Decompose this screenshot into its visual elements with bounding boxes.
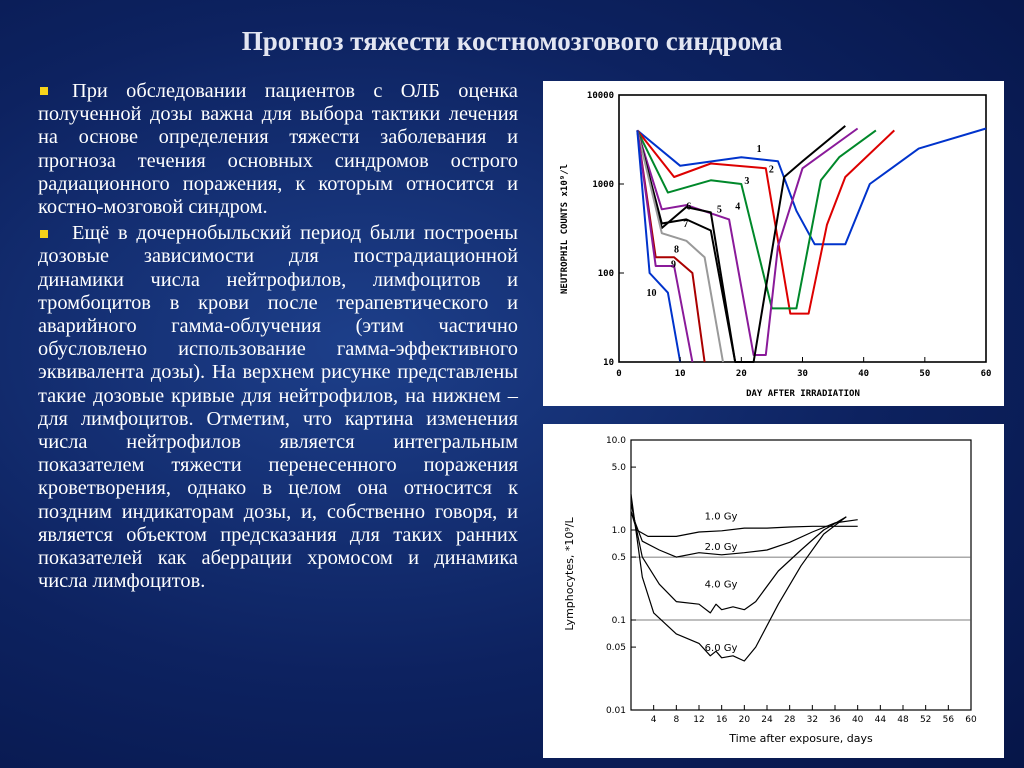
series-line-6 — [636, 130, 737, 363]
x-tick-label: 8 — [673, 715, 679, 725]
series-line-2 — [630, 511, 858, 558]
series-line-9 — [636, 130, 694, 363]
bullet-1-text: При обследовании пациентов с ОЛБ оценка … — [38, 80, 518, 219]
series-line-7 — [636, 130, 724, 363]
y-tick-label: 0.05 — [606, 643, 626, 653]
y-tick-label: 0.1 — [612, 616, 626, 626]
x-tick-label: 28 — [784, 715, 796, 725]
series-label-10: 10 — [647, 288, 657, 299]
series-label-4: 6.0 Gy — [705, 643, 738, 654]
x-tick-label: 60 — [981, 369, 992, 379]
x-tick-label: 48 — [897, 715, 909, 725]
y-tick-label: 0.01 — [606, 706, 626, 716]
y-axis-label: Lymphocytes, *10⁹/L — [563, 517, 576, 631]
x-tick-label: 30 — [797, 369, 808, 379]
series-label-5: 5 — [717, 204, 722, 215]
slide-title: Прогноз тяжести костномозгового синдрома — [241, 26, 783, 56]
slide-body: При обследовании пациентов с ОЛБ оценка … — [38, 80, 518, 596]
neutrophil-chart-panel: 1 2 3 4 5 6 7 8 9 10 0 10 20 30 40 50 60 10 100 1000 10000… — [543, 81, 1004, 406]
series-label-2: 2 — [769, 164, 774, 175]
y-tick-label: 100 — [598, 269, 614, 279]
x-tick-label: 0 — [616, 369, 621, 379]
series-label-6: 6 — [686, 201, 691, 212]
plot-frame — [630, 439, 972, 711]
bullet-2: Ещё в дочернобыльский период были постро… — [38, 222, 518, 593]
y-axis-label: NEUTROPHIL COUNTS x10⁹/l — [560, 164, 570, 294]
series-line-10 — [636, 130, 682, 363]
lymphocyte-chart-panel: 1.0 Gy 2.0 Gy 4.0 Gy 6.0 Gy 4 8 12 16 20 24 28 32 3… — [543, 424, 1004, 758]
series-label-1: 1 — [757, 144, 762, 155]
x-tick-label: 20 — [739, 715, 751, 725]
x-tick-label: 20 — [736, 369, 747, 379]
x-axis-label: Time after exposure, days — [728, 732, 873, 745]
y-tick-label: 0.5 — [612, 553, 626, 563]
x-tick-label: 44 — [875, 715, 887, 725]
x-tick-label: 60 — [965, 715, 977, 725]
x-tick-label: 56 — [943, 715, 955, 725]
x-tick-label: 50 — [919, 369, 930, 379]
series-label-3: 3 — [744, 176, 749, 187]
x-tick-label: 4 — [651, 715, 657, 725]
y-tick-label: 10 — [603, 358, 614, 368]
bullet-square-icon — [40, 229, 48, 238]
x-tick-label: 40 — [852, 715, 864, 725]
series-label-1: 1.0 Gy — [705, 512, 738, 523]
y-tick-label: 1000 — [592, 180, 614, 190]
x-tick-label: 32 — [807, 715, 818, 725]
lymphocyte-chart: 1.0 Gy2.0 Gy4.0 Gy6.0 Gy 4 8 12 16 20 24 28 32 3… — [563, 436, 977, 745]
series-line-3 — [630, 502, 847, 614]
series-line-1 — [636, 127, 987, 246]
x-tick-label: 52 — [920, 715, 931, 725]
x-tick-label: 36 — [829, 715, 841, 725]
series-label-3: 4.0 Gy — [705, 579, 738, 590]
y-tick-label: 10.0 — [606, 436, 626, 446]
x-tick-label: 16 — [716, 715, 728, 725]
y-tick-label: 10000 — [587, 91, 614, 101]
series-line-5 — [636, 125, 846, 363]
y-tick-label: 5.0 — [612, 463, 627, 473]
x-tick-label: 40 — [858, 369, 869, 379]
x-tick-label: 10 — [675, 369, 686, 379]
series-label-9: 9 — [671, 260, 676, 271]
series-line-1 — [630, 511, 858, 538]
series-line-4 — [630, 494, 847, 662]
series-label-8: 8 — [674, 244, 679, 255]
x-axis-label: DAY AFTER IRRADIATION — [746, 389, 860, 399]
series-label-7: 7 — [683, 219, 688, 230]
series-label-2: 2.0 Gy — [705, 542, 738, 553]
x-tick-label: 24 — [761, 715, 773, 725]
bullet-1: При обследовании пациентов с ОЛБ оценка … — [38, 80, 518, 219]
bullet-square-icon — [40, 87, 48, 96]
x-tick-label: 12 — [693, 715, 704, 725]
bullet-2-text: Ещё в дочернобыльский период были постро… — [38, 222, 518, 593]
series-line-4 — [636, 127, 859, 356]
y-tick-label: 1.0 — [612, 526, 627, 536]
series-line-2 — [636, 129, 895, 315]
series-label-4: 4 — [735, 201, 740, 212]
